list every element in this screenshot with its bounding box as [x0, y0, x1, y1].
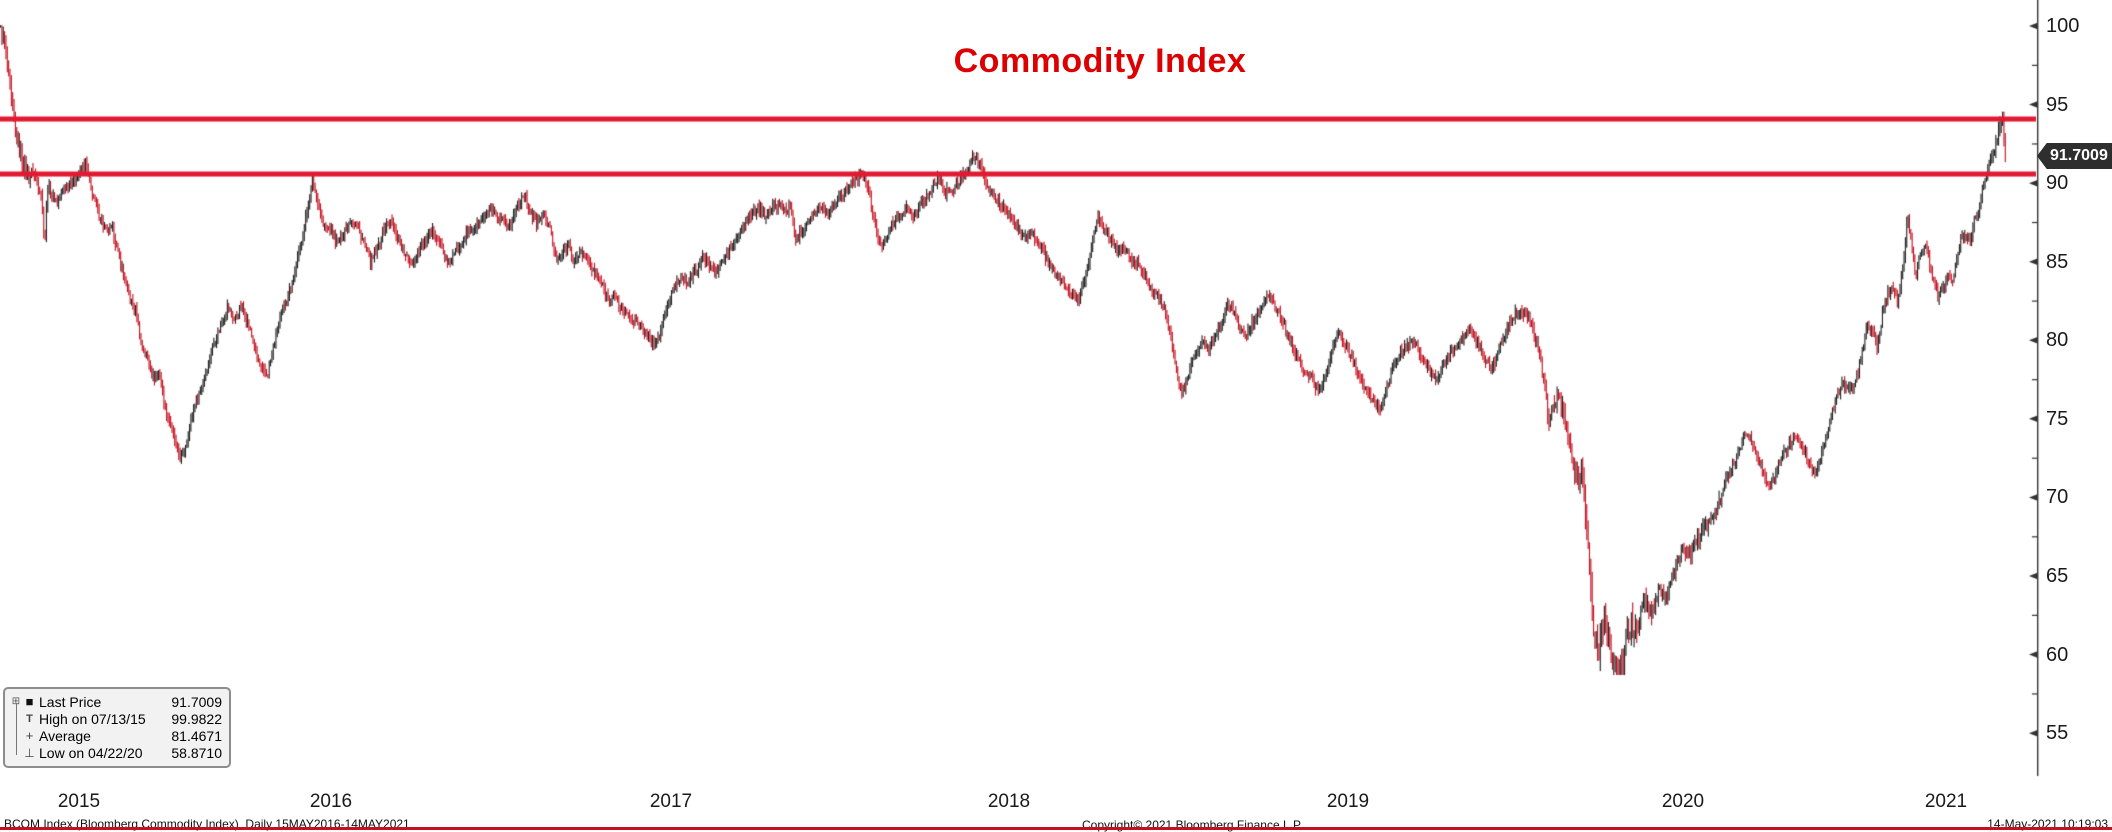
legend-label-high: High on 07/13/15	[39, 710, 146, 727]
last-price-marker-icon: ■	[25, 694, 34, 709]
x-year-label: 2017	[649, 791, 693, 812]
legend-value-average: 81.4671	[171, 727, 222, 744]
y-tick-label: 100	[2046, 15, 2080, 37]
y-tick-label: 60	[2046, 643, 2069, 666]
legend-row-last-price: ⊞ ■ Last Price 91.7009	[10, 693, 222, 710]
y-tick-label: 65	[2046, 564, 2069, 587]
x-year-label: 2018	[987, 791, 1031, 812]
y-tick-label: 80	[2046, 329, 2069, 352]
y-tick-label: 75	[2046, 407, 2069, 430]
y-tick-label: 70	[2046, 486, 2069, 509]
x-year-label: 2015	[57, 791, 101, 812]
x-year-label: 2016	[309, 791, 353, 812]
y-tick-label: 90	[2046, 172, 2069, 195]
low-marker-icon: ⊥	[24, 745, 35, 760]
high-marker-icon: T	[26, 712, 33, 725]
legend-value-last-price: 91.7009	[171, 693, 222, 710]
x-year-label: 2021	[1924, 791, 1968, 812]
legend-expand-icon[interactable]: ⊞	[11, 696, 21, 707]
chart-title: Commodity Index	[953, 42, 1247, 80]
legend-label-last-price: Last Price	[39, 693, 102, 710]
y-tick-label: 85	[2046, 250, 2069, 273]
bottom-red-rule	[0, 827, 2112, 830]
legend-label-average: Average	[39, 727, 91, 744]
y-tick-label: 95	[2046, 93, 2069, 116]
legend-value-low: 58.8710	[171, 744, 222, 761]
legend-label-low: Low on 04/22/20	[39, 744, 143, 761]
legend-box[interactable]: ⊞ ■ Last Price 91.7009 T High on 07/13/1…	[3, 687, 231, 768]
legend-row-average: + Average 81.4671	[10, 727, 222, 744]
last-price-axis-value: 91.7009	[2050, 147, 2108, 164]
legend-tree-line	[16, 703, 23, 755]
legend-row-low: ⊥ Low on 04/22/20 58.8710	[10, 744, 222, 761]
y-tick-label: 55	[2046, 722, 2069, 745]
legend-value-high: 99.9822	[171, 710, 222, 727]
x-year-label: 2020	[1661, 791, 1705, 812]
last-price-axis-badge: 91.7009	[2037, 143, 2112, 169]
legend-row-high: T High on 07/13/15 99.9822	[10, 710, 222, 727]
average-marker-icon: +	[25, 728, 34, 743]
x-year-label: 2019	[1326, 791, 1370, 812]
